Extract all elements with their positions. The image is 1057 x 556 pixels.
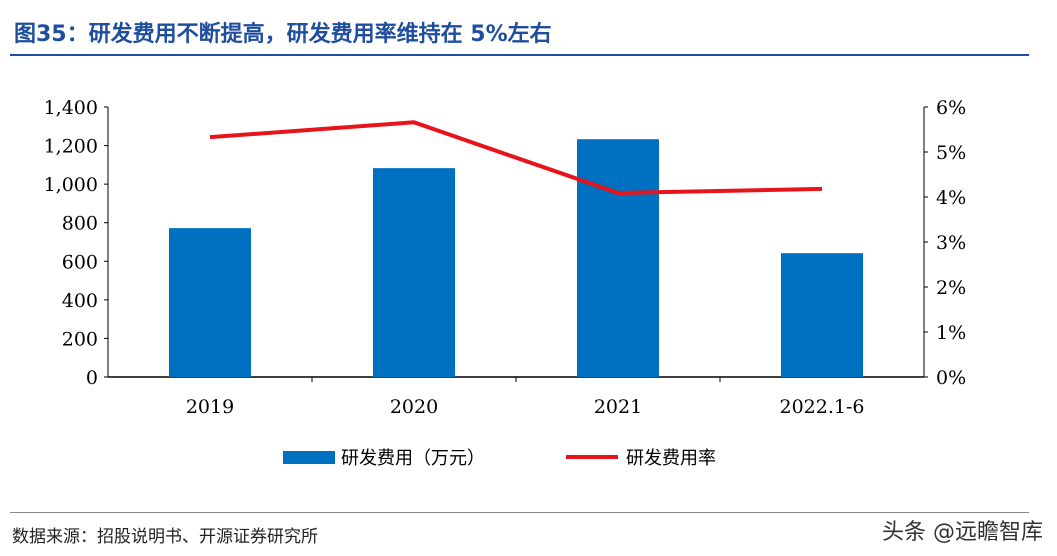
y-tick-label: 1,200: [44, 136, 98, 158]
chart: 0 200 400 600 800 1,000 1,200 1,400 0% 1% 2% 3% 4% 5%…: [44, 97, 967, 469]
y-tick-label: 800: [62, 213, 98, 235]
y2-tick-label: 3%: [936, 232, 966, 254]
y-tick-label: 200: [62, 328, 98, 350]
y2-tick-label: 4%: [936, 187, 966, 209]
x-tick-label: 2019: [186, 396, 234, 418]
legend-bar-swatch: [283, 451, 335, 464]
x-tick-label: 2020: [390, 396, 438, 418]
y2-tick-label: 0%: [936, 367, 966, 389]
y-tick-label: 1,000: [44, 174, 98, 196]
source-divider: [10, 512, 1029, 513]
y-tick-label: 1,400: [44, 97, 98, 119]
bar: [577, 139, 659, 377]
y2-tick-label: 1%: [936, 322, 966, 344]
y-tick-label: 600: [62, 251, 98, 273]
title-divider: [10, 54, 1029, 56]
x-tick-label: 2021: [594, 396, 642, 418]
y2-tick-label: 2%: [936, 277, 966, 299]
watermark: 头条 @远瞻智库: [882, 520, 1043, 545]
source-note: 数据来源：招股说明书、开源证券研究所: [12, 527, 318, 547]
bar: [169, 228, 251, 377]
legend-line-label: 研发费用率: [626, 448, 716, 469]
chart-title: 图35：研发费用不断提高，研发费用率维持在 5%左右: [14, 22, 552, 47]
y-tick-label: 0: [86, 367, 98, 389]
legend-bar-label: 研发费用（万元）: [341, 448, 485, 469]
rate-line: [209, 120, 823, 195]
bar: [781, 253, 863, 377]
y-tick-label: 400: [62, 290, 98, 312]
x-tick-label: 2022.1-6: [780, 396, 865, 418]
y2-tick-label: 6%: [936, 97, 966, 119]
y2-tick-label: 5%: [936, 142, 966, 164]
bar: [373, 168, 455, 377]
